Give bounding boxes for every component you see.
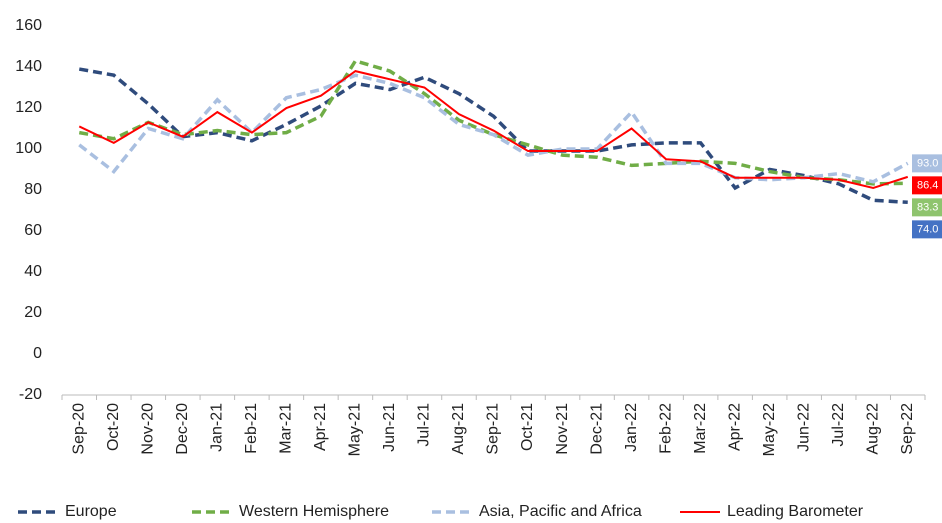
y-tick-label: 20 [24,304,42,321]
label-box [912,198,942,217]
x-tick-label: Jun-22 [795,403,812,452]
legend-label: Asia, Pacific and Africa [479,503,642,520]
x-tick-label: Feb-22 [657,403,674,454]
y-tick-label: 0 [33,345,42,362]
x-tick-label: Apr-21 [312,403,329,451]
data-label: 74.0 [917,223,938,235]
series-line [78,67,908,205]
x-tick-label: Sep-21 [485,403,502,455]
legend-label: Europe [65,503,117,520]
x-tick-label: Jul-21 [416,403,433,447]
series-line [78,58,908,186]
x-tick-label: May-21 [347,403,364,456]
x-tick-label: Jan-21 [209,403,226,452]
x-tick-label: Jun-21 [381,403,398,452]
x-tick-label: Mar-22 [692,403,709,454]
x-tick-label: Nov-21 [554,403,571,455]
x-tick-label: Sep-20 [70,403,87,455]
data-label: 83.3 [917,201,938,213]
x-tick-label: Apr-22 [726,403,743,451]
y-tick-label: 80 [24,181,42,198]
label-box [912,220,942,239]
legend-label: Leading Barometer [727,503,864,520]
x-tick-label: May-22 [761,403,778,456]
label-box [912,176,942,195]
x-tick-label: Jul-22 [830,403,847,447]
data-label: 86.4 [917,179,938,191]
x-tick-label: Sep-22 [899,403,916,455]
label-box [912,154,942,173]
x-tick-label: Dec-20 [174,403,191,455]
y-tick-label: 120 [15,99,42,116]
series-line [78,70,909,189]
y-tick-label: 100 [15,140,42,157]
x-tick-label: Nov-20 [140,403,157,455]
data-label: 93.0 [917,157,938,169]
x-tick-label: Feb-21 [243,403,260,454]
x-tick-label: Oct-20 [105,403,122,451]
x-tick-label: Aug-22 [864,403,881,455]
y-tick-label: 160 [15,17,42,34]
y-tick-label: -20 [19,386,42,403]
y-tick-label: 140 [15,58,42,75]
y-tick-label: 40 [24,263,42,280]
legend-label: Western Hemisphere [239,503,389,520]
x-tick-label: Aug-21 [450,403,467,455]
y-tick-label: 60 [24,222,42,239]
x-tick-label: Jan-22 [623,403,640,452]
x-tick-label: Dec-21 [588,403,605,455]
series-line [78,73,909,184]
x-tick-label: Oct-21 [519,403,536,451]
x-tick-label: Mar-21 [278,403,295,454]
